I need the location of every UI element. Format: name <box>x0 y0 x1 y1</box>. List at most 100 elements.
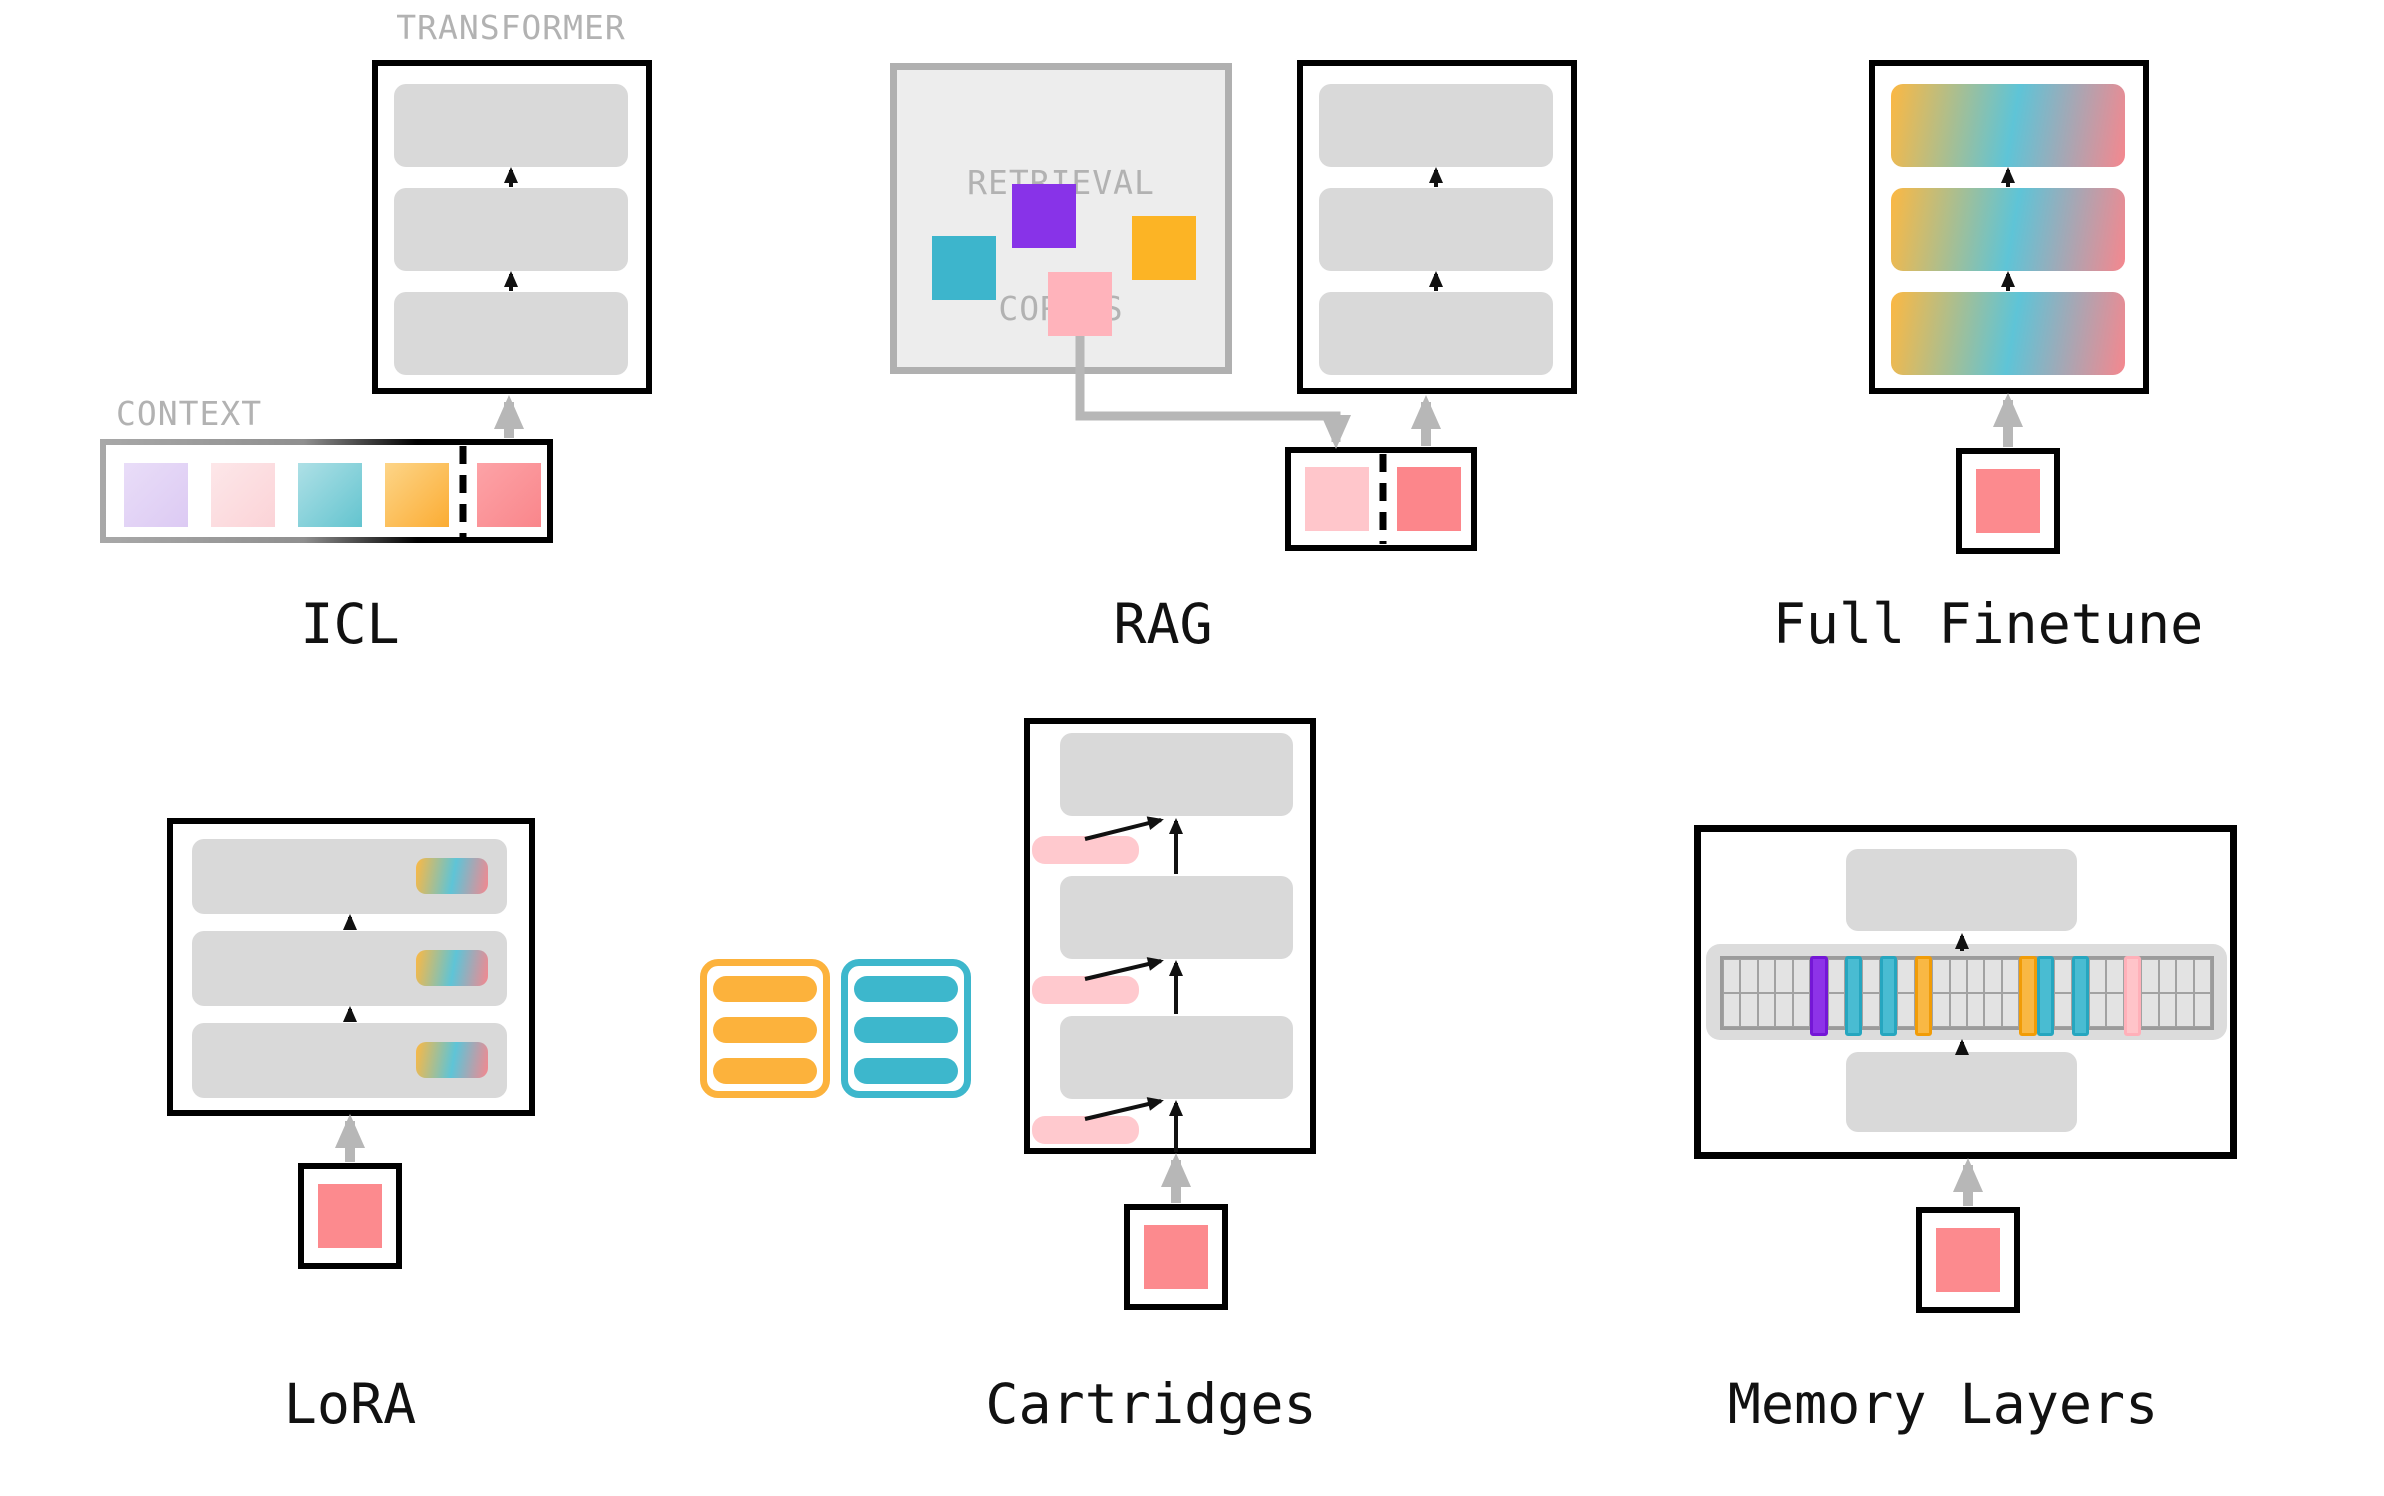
context-label: CONTEXT <box>116 394 263 433</box>
memory-value-column <box>2036 956 2055 1036</box>
panel-title-cartridges: Cartridges <box>985 1372 1317 1436</box>
memory-slot <box>1723 959 1741 993</box>
lora-adapter <box>416 1042 488 1078</box>
panel-title-rag: RAG <box>1113 592 1213 656</box>
query-token-red <box>477 463 541 527</box>
finetune-transformer-box <box>1869 60 2149 394</box>
query-token-square <box>318 1184 382 1248</box>
icl-transformer-box <box>372 60 652 394</box>
transformer-layer <box>1060 876 1293 959</box>
retrieval-corpus-box: RETRIEVAL CORPUS <box>890 63 1232 374</box>
finetuned-layer <box>1891 84 2125 167</box>
faded-token-pink <box>211 463 275 527</box>
lora-transformer-box <box>167 818 535 1116</box>
teal-cartridge-pill <box>854 976 958 1002</box>
lora-adapter <box>416 950 488 986</box>
memory-slot <box>2054 993 2072 1027</box>
memory-slot <box>2106 959 2124 993</box>
query-token-square <box>1936 1228 2000 1292</box>
panel-title-icl: ICL <box>300 592 400 656</box>
rag-input-box <box>1285 447 1477 551</box>
transformer-label: TRANSFORMER <box>396 8 626 47</box>
memory-grid <box>1720 956 2214 1036</box>
memory-slot <box>1723 993 1741 1027</box>
memory-layers-box <box>1694 825 2237 1159</box>
cartridges-input-box <box>1124 1204 1228 1310</box>
memory-slot <box>1897 959 1915 993</box>
kv-cache-pill <box>1032 836 1139 864</box>
doc-orange <box>1132 216 1196 280</box>
transformer-layer <box>1060 1016 1293 1099</box>
memory-slot <box>1827 959 1845 993</box>
lora-adapter <box>416 858 488 894</box>
memory-value-column <box>1845 956 1863 1036</box>
query-token-square <box>1976 469 2040 533</box>
orange-cartridge-pill <box>713 976 817 1002</box>
memory-slot <box>1792 993 1811 1027</box>
memory-slot <box>1984 993 2002 1027</box>
transformer-layer <box>1319 292 1553 375</box>
memory-slot <box>2054 959 2072 993</box>
memory-slot <box>1967 993 1985 1027</box>
finetune-input-box <box>1956 448 2060 554</box>
memory-slot <box>2176 959 2194 993</box>
memory-slot <box>1897 993 1915 1027</box>
memory-slot <box>2141 993 2159 1027</box>
doc-purple <box>1012 184 1076 248</box>
transformer-layer <box>394 84 628 167</box>
transformer-layer <box>1846 849 2077 931</box>
finetuned-layer <box>1891 188 2125 271</box>
teal-cartridge-pill <box>854 1017 958 1043</box>
memory-slot <box>1740 959 1758 993</box>
memory-value-column <box>2123 956 2142 1036</box>
panel-title-lora: LoRA <box>283 1372 417 1436</box>
token-teal <box>298 463 362 527</box>
lora-input-box <box>298 1163 402 1269</box>
memory-slot <box>2106 993 2124 1027</box>
transformer-layer <box>1319 84 1553 167</box>
memory-slot <box>1984 959 2002 993</box>
cartridge-orange <box>700 959 830 1098</box>
memory-slot <box>2176 993 2194 1027</box>
doc-teal <box>932 236 996 300</box>
memory-slot <box>1775 993 1793 1027</box>
memory-input-box <box>1916 1207 2020 1313</box>
panel-title-memory-layers: Memory Layers <box>1727 1372 2159 1436</box>
faded-token-lavender <box>124 463 188 527</box>
memory-slot <box>2089 959 2107 993</box>
memory-slot <box>1827 993 1845 1027</box>
memory-slot <box>2001 993 2020 1027</box>
memory-slot <box>1932 959 1950 993</box>
context-window-box <box>100 439 553 543</box>
query-token-square <box>1144 1225 1208 1289</box>
memory-slot <box>2089 993 2107 1027</box>
finetuned-layer <box>1891 292 2125 375</box>
memory-slot <box>2158 959 2177 993</box>
retrieved-doc-token <box>1305 467 1369 531</box>
memory-slot <box>1949 959 1967 993</box>
memory-slot <box>2193 959 2211 993</box>
teal-cartridge-pill <box>854 1058 958 1084</box>
cartridge-teal <box>841 959 971 1098</box>
kv-cache-pill <box>1032 1116 1139 1144</box>
memory-slot <box>1757 993 1776 1027</box>
memory-slot <box>1740 993 1758 1027</box>
transformer-layer <box>1060 733 1293 816</box>
memory-slot <box>1862 959 1880 993</box>
token-orange <box>385 463 449 527</box>
cartridges-transformer-box <box>1024 718 1316 1154</box>
transformer-layer <box>394 188 628 271</box>
memory-slot <box>2193 993 2211 1027</box>
memory-slot <box>1967 959 1985 993</box>
orange-cartridge-pill <box>713 1058 817 1084</box>
transformer-layer <box>394 292 628 375</box>
memory-slot <box>1775 959 1793 993</box>
memory-slot <box>2001 959 2020 993</box>
memory-value-column <box>1879 956 1898 1036</box>
orange-cartridge-pill <box>713 1017 817 1043</box>
doc-pink <box>1048 272 1112 336</box>
panel-title-full-finetune: Full Finetune <box>1772 592 2204 656</box>
memory-slot <box>2158 993 2177 1027</box>
memory-slot <box>1757 959 1776 993</box>
